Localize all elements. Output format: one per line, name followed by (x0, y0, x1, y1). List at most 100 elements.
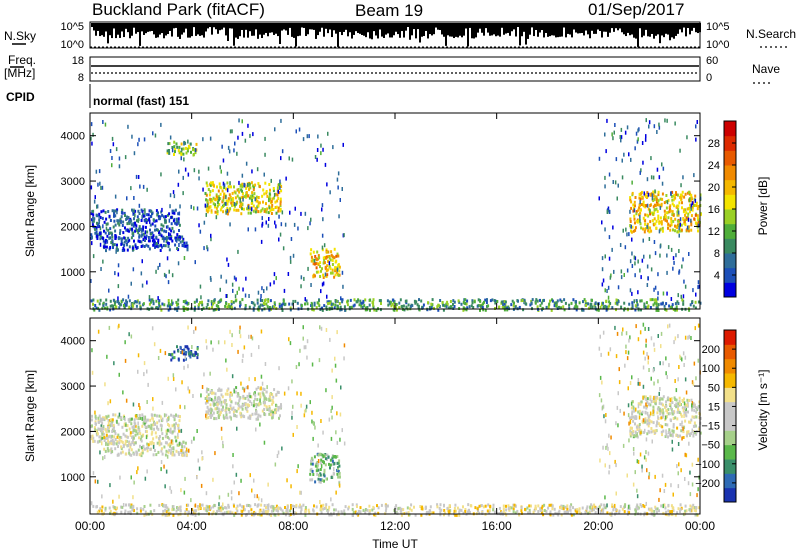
noise-bar (605, 23, 607, 32)
echo-cell (418, 298, 420, 302)
echo-cell (685, 390, 688, 395)
echo-cell (682, 294, 685, 299)
echo-cell (173, 429, 176, 433)
echo-cell (90, 418, 93, 422)
echo-cell (184, 345, 187, 349)
echo-cell (238, 180, 240, 185)
echo-cell (231, 407, 234, 411)
echo-cell (212, 510, 215, 514)
echo-cell (220, 400, 223, 404)
echo-cell (202, 137, 204, 142)
echo-cell (137, 175, 140, 179)
echo-cell (140, 271, 143, 276)
echo-cell (137, 421, 139, 426)
echo-cell (325, 388, 327, 393)
echo-cell (130, 219, 133, 223)
echo-cell (258, 345, 260, 350)
echo-cell (185, 301, 188, 305)
echo-cell (662, 511, 665, 515)
echo-cell (227, 262, 230, 267)
echo-cell (675, 402, 678, 406)
echo-cell (697, 220, 700, 224)
echo-cell (91, 223, 94, 227)
echo-cell (102, 418, 105, 421)
echo-cell (283, 288, 286, 293)
echo-cell (241, 207, 243, 211)
echo-cell (258, 496, 260, 501)
echo-cell (127, 503, 130, 507)
echo-cell (98, 414, 101, 418)
echo-cell (528, 504, 531, 508)
echo-cell (680, 294, 682, 299)
echo-cell (130, 503, 133, 507)
echo-cell (131, 246, 134, 250)
echo-cell (193, 308, 196, 312)
echo-cell (103, 436, 106, 439)
echo-cell (628, 302, 631, 306)
echo-cell (275, 211, 278, 215)
echo-cell (324, 162, 327, 167)
echo-cell (316, 262, 319, 266)
echo-cell (629, 196, 632, 200)
echo-cell (588, 511, 591, 515)
echo-cell (265, 390, 268, 394)
echo-cell (329, 190, 331, 195)
echo-cell (151, 326, 154, 331)
noise-bar (257, 23, 259, 39)
echo-cell (280, 156, 282, 161)
echo-cell (317, 468, 320, 472)
echo-cell (260, 209, 263, 213)
echo-cell (684, 509, 687, 513)
echo-cell (652, 175, 655, 180)
echo-cell (337, 254, 340, 258)
echo-cell (631, 410, 634, 414)
echo-cell (216, 210, 219, 213)
echo-cell (447, 306, 450, 310)
echo-cell (91, 434, 94, 438)
echo-cell (498, 306, 500, 310)
echo-cell (375, 308, 378, 312)
echo-cell (681, 399, 684, 402)
echo-cell (214, 451, 216, 456)
echo-cell (656, 422, 659, 425)
echo-cell (663, 304, 666, 308)
echo-cell (493, 510, 496, 514)
echo-cell (143, 505, 146, 508)
noise-bar (677, 23, 679, 34)
echo-cell (364, 510, 367, 514)
echo-cell (152, 423, 155, 427)
echo-cell (608, 433, 610, 438)
echo-cell (292, 253, 295, 258)
noise-bar (107, 23, 109, 44)
echo-cell (182, 147, 185, 151)
echo-cell (400, 507, 403, 511)
echo-cell (259, 297, 262, 302)
echo-cell (145, 243, 148, 247)
echo-cell (338, 475, 341, 479)
noise-bar (607, 23, 609, 37)
echo-cell (110, 421, 113, 425)
echo-cell (108, 429, 110, 433)
echo-cell (336, 461, 339, 465)
echo-cell (646, 422, 649, 426)
echo-cell (247, 123, 249, 128)
echo-cell (222, 513, 225, 517)
echo-cell (639, 452, 642, 457)
echo-cell (661, 197, 664, 201)
echo-cell (214, 203, 216, 207)
echo-cell (91, 348, 93, 353)
echo-cell (560, 504, 563, 508)
echo-cell (615, 491, 617, 496)
noise-bar (235, 23, 237, 38)
echo-cell (645, 406, 648, 410)
noise-bar (579, 23, 581, 34)
echo-cell (305, 404, 308, 409)
echo-cell (596, 308, 598, 312)
echo-cell (319, 478, 322, 482)
echo-cell (320, 289, 322, 294)
echo-cell (647, 229, 650, 233)
echo-cell (168, 149, 170, 152)
echo-cell (98, 308, 101, 312)
echo-cell (623, 411, 625, 416)
noise-bar (249, 23, 251, 32)
